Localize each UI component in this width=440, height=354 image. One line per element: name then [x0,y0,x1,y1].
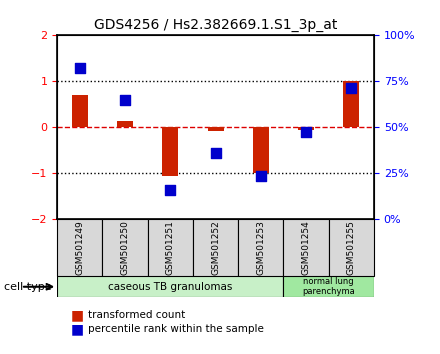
Point [257,173,264,178]
Text: ■: ■ [70,322,84,336]
Text: GSM501255: GSM501255 [347,220,356,275]
Text: cell type: cell type [4,282,52,292]
FancyBboxPatch shape [57,219,103,276]
Bar [162,127,178,176]
Text: GSM501254: GSM501254 [301,221,311,275]
Text: GSM501251: GSM501251 [166,220,175,275]
Text: GDS4256 / Hs2.382669.1.S1_3p_at: GDS4256 / Hs2.382669.1.S1_3p_at [94,18,337,32]
Point [348,85,355,91]
Bar [253,127,269,173]
Text: GSM501250: GSM501250 [121,220,130,275]
Text: GSM501252: GSM501252 [211,221,220,275]
Text: GSM501253: GSM501253 [257,220,265,275]
Bar [72,95,88,127]
Text: transformed count: transformed count [88,310,185,320]
Text: caseous TB granulomas: caseous TB granulomas [108,282,232,292]
Text: GSM501249: GSM501249 [75,221,84,275]
FancyBboxPatch shape [329,219,374,276]
Point [212,150,219,156]
Point [121,97,128,103]
Text: normal lung
parenchyma: normal lung parenchyma [302,277,355,296]
FancyBboxPatch shape [148,219,193,276]
Bar [208,127,224,131]
FancyBboxPatch shape [238,219,283,276]
FancyBboxPatch shape [193,219,238,276]
Point [167,187,174,193]
Point [76,65,83,70]
FancyBboxPatch shape [57,276,283,297]
FancyBboxPatch shape [283,276,374,297]
Bar [117,120,133,127]
Bar [298,127,314,130]
FancyBboxPatch shape [103,219,148,276]
Bar [344,81,359,127]
Text: percentile rank within the sample: percentile rank within the sample [88,324,264,334]
Text: ■: ■ [70,308,84,322]
Point [303,129,310,135]
FancyBboxPatch shape [283,219,329,276]
